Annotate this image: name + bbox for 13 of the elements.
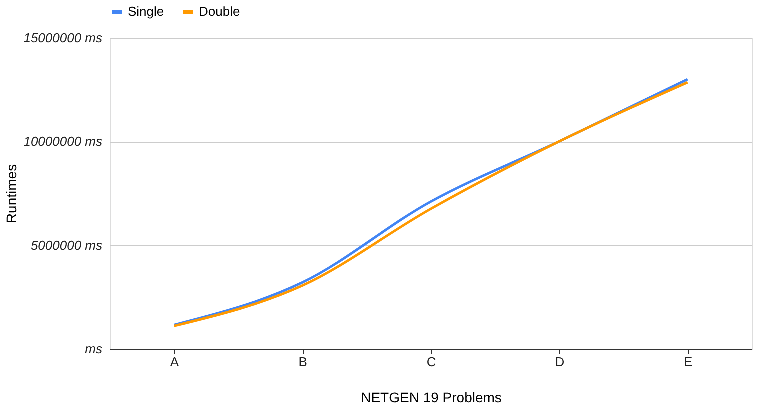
y-axis-title: Runtimes [4, 164, 20, 224]
x-tick-label: E [684, 354, 693, 370]
y-tick-label: 10000000 ms [24, 134, 103, 150]
y-tick-label: ms [85, 342, 103, 356]
x-tick-label: C [426, 354, 436, 370]
y-tick-label: 15000000 ms [24, 30, 103, 46]
x-tick-label: D [555, 354, 565, 370]
x-axis-title: NETGEN 19 Problems [361, 390, 502, 406]
legend-label: Double [199, 4, 240, 19]
x-tick-label: A [170, 354, 180, 370]
x-tick-label: B [298, 354, 308, 370]
y-tick-label: 5000000 ms [30, 238, 103, 253]
legend-label: Single [128, 4, 164, 19]
